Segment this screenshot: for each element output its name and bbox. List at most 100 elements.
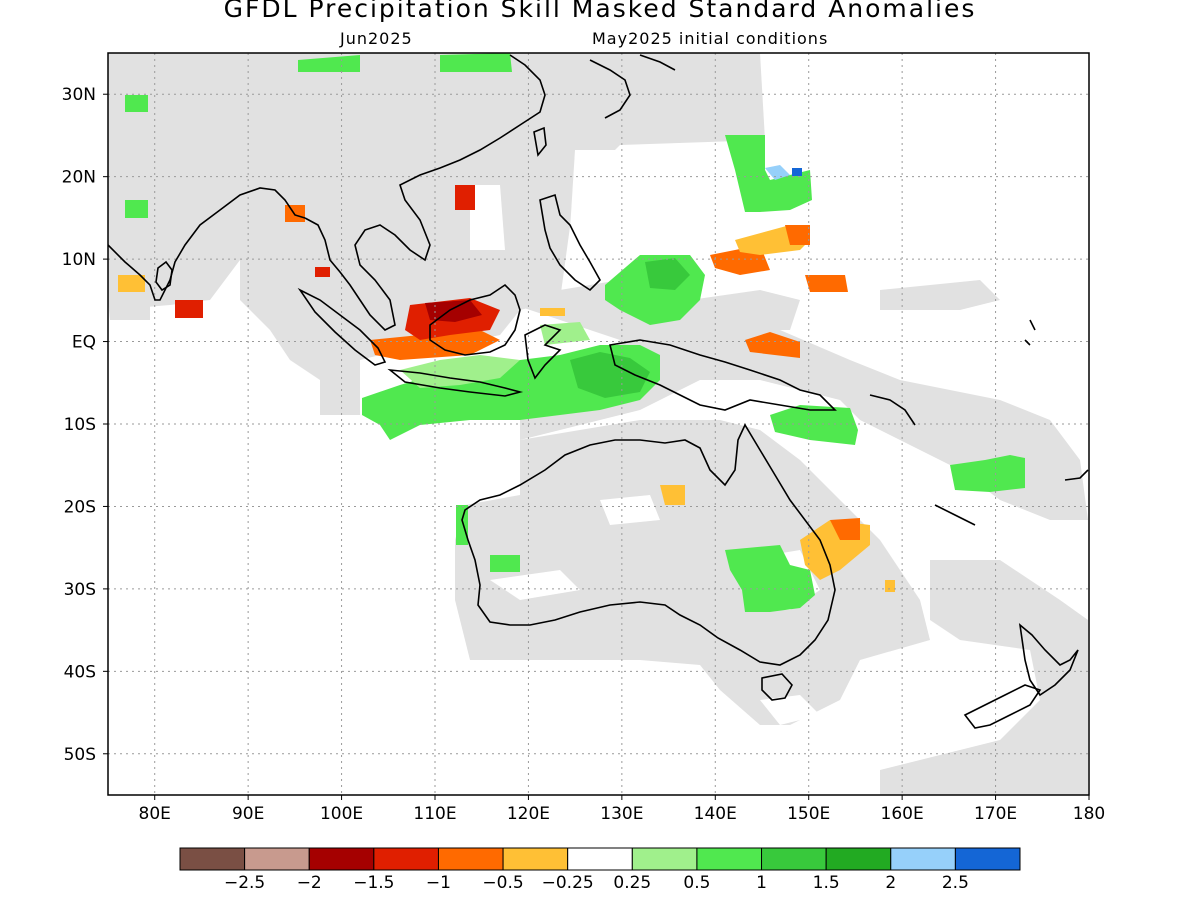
anomaly-lightgreen [400, 355, 520, 388]
anomaly-green [456, 505, 468, 545]
unmasked-patch [490, 570, 580, 600]
x-tick-label: 150E [787, 804, 830, 824]
anomaly-lightblue [765, 165, 790, 180]
y-tick-label: 40S [64, 662, 96, 682]
coastline-india [108, 187, 306, 301]
coastline-new-guinea [609, 339, 837, 411]
coastline-borneo [429, 283, 521, 356]
colorbar-label: 1 [756, 873, 767, 893]
mask-region-australia [455, 420, 930, 725]
initial-conditions-label: May2025 initial conditions [592, 29, 829, 48]
anomaly-red [175, 300, 203, 318]
anomaly-orange [805, 275, 848, 292]
anomaly-green [440, 53, 512, 72]
colorbar-swatch [696, 847, 763, 871]
coastline-southeast-asia [304, 54, 546, 331]
anomaly-green [725, 135, 812, 212]
anomaly-orange [830, 518, 860, 540]
coastline-sumatra [297, 287, 387, 366]
y-tick-label: 30S [64, 580, 96, 600]
colorbar-swatch [825, 847, 892, 871]
coastline-sulawesi [524, 324, 562, 380]
colorbar-swatch [373, 847, 439, 871]
x-tick-label: 130E [600, 804, 643, 824]
colorbar-label: −0.25 [542, 873, 594, 893]
anomaly-orange [285, 205, 305, 222]
colorbar-label: −0.5 [482, 873, 523, 893]
colorbar-swatch [179, 847, 246, 871]
anomaly-green [298, 55, 360, 72]
coastlines [108, 54, 1089, 729]
anomaly-green [950, 455, 1025, 492]
colorbar-label: 2.5 [942, 873, 969, 893]
mask-region-asia [108, 53, 765, 415]
colorbar-swatch [502, 847, 569, 871]
colorbar-swatch [954, 847, 1021, 871]
y-tick-label: 10S [64, 415, 96, 435]
coastline-pacific-islands [869, 319, 1089, 526]
x-tick-label: 110E [413, 804, 456, 824]
anomaly-midgreen [645, 258, 690, 290]
anomaly-blue [792, 168, 802, 176]
anomaly-green [725, 545, 815, 612]
colorbar-swatch [437, 847, 504, 871]
anomaly-midgreen [570, 352, 650, 398]
y-axis: 30N 20N 10N EQ 10S 20S 30S 40S 50S [62, 85, 108, 765]
x-tick-label: 80E [139, 804, 171, 824]
anomaly-green [125, 95, 148, 112]
coastline-philippines [539, 193, 601, 292]
anomaly-darkred [425, 300, 482, 322]
mask-region-southwest-pacific [880, 280, 1000, 310]
x-tick-label: 180 [1073, 804, 1105, 824]
x-tick-label: 100E [320, 804, 363, 824]
forecast-month-label: Jun2025 [340, 29, 413, 48]
coastline-korea-japan [589, 54, 676, 119]
mask-region-maritime [500, 280, 1088, 520]
y-tick-label: EQ [72, 333, 96, 353]
colorbar-label: −2.5 [224, 873, 265, 893]
coastline-tasmania [761, 673, 793, 701]
coastline-java [387, 368, 524, 397]
coastline-taiwan [533, 126, 547, 157]
anomaly-yellow [660, 485, 685, 505]
mask-region-equatorial [690, 290, 800, 330]
colorbar: −2.5 −2 −1.5 −1 −0.5 −0.25 0.25 0.5 1 1.5 2 2.5 [179, 847, 1021, 893]
dry-anomalies [118, 185, 895, 592]
y-tick-label: 20N [62, 168, 96, 188]
colorbar-label: −1.5 [353, 873, 394, 893]
x-tick-label: 90E [232, 804, 264, 824]
anomaly-green [125, 200, 148, 218]
unmasked-patch [570, 150, 690, 280]
colorbar-label: −2 [297, 873, 322, 893]
anomaly-green [490, 555, 520, 572]
y-tick-label: 20S [64, 497, 96, 517]
skill-mask-layer [108, 53, 1088, 795]
colorbar-swatch [244, 847, 310, 871]
anomaly-orange [785, 225, 810, 245]
colorbar-swatch [761, 847, 827, 871]
y-tick-label: 10N [62, 250, 96, 270]
mask-region-tasman [880, 560, 1088, 795]
coastline-new-zealand-south [963, 684, 1042, 729]
x-tick-label: 120E [507, 804, 550, 824]
unmasked-patch [470, 185, 505, 250]
x-axis: 80E 90E 100E 110E 120E 130E 140E 150E 160E 170E 18… [139, 795, 1105, 824]
coastline-new-zealand-north [1018, 623, 1079, 697]
unmasked-patch [600, 495, 660, 525]
colorbar-swatch [890, 847, 956, 871]
y-tick-label: 30N [62, 85, 96, 105]
anomaly-red [315, 267, 330, 277]
anomaly-green [770, 405, 858, 445]
wet-anomalies [125, 53, 1025, 612]
gridlines [108, 53, 1089, 795]
x-tick-label: 160E [881, 804, 924, 824]
colorbar-label: 0.5 [683, 873, 710, 893]
colorbar-swatch [567, 847, 633, 871]
mask-region-indian [108, 115, 260, 310]
anomaly-yellow [118, 275, 145, 292]
y-tick-label: 50S [64, 745, 96, 765]
colorbar-label: 1.5 [813, 873, 840, 893]
coastline-sri-lanka [155, 260, 173, 292]
anomaly-yellow [885, 580, 895, 592]
